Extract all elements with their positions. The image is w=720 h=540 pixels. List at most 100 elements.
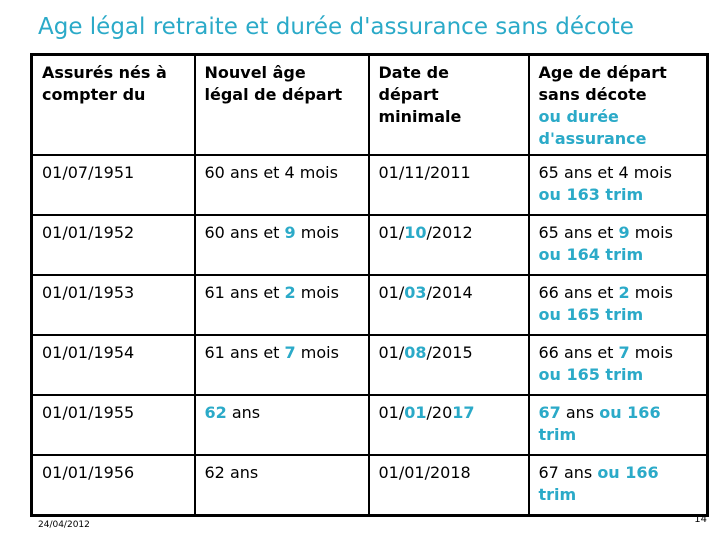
- text-segment: 01: [404, 403, 427, 422]
- text-segment: 01/: [378, 283, 405, 302]
- text-segment: 10: [404, 223, 427, 242]
- table-cell: 62 ans: [193, 394, 370, 456]
- table-row: 01/07/1951 60 ans et 4 mois 01/11/2011 65 a…: [30, 154, 709, 216]
- text-segment: ou 166: [597, 463, 659, 482]
- page-title: Age légal retraite et durée d'assurance …: [38, 14, 634, 40]
- text-segment: trim: [538, 425, 577, 444]
- text-segment: Age de départ: [538, 63, 667, 82]
- text-segment: Assurés nés à: [42, 63, 167, 82]
- text-segment: /2015: [426, 343, 473, 362]
- table-cell: 01/07/1951: [30, 154, 196, 216]
- table-row: 01/01/1955 62 ans 01/01/2017 67 ans ou 166 t…: [30, 394, 709, 456]
- text-segment: 17: [452, 403, 475, 422]
- table-cell: 01/01/1952: [30, 214, 196, 276]
- text-segment: 01/: [378, 343, 405, 362]
- table-row: 01/01/1954 61 ans et 7 mois 01/08/2015 66 a…: [30, 334, 709, 396]
- table-cell: 01/01/1954: [30, 334, 196, 396]
- text-segment: ou 163 trim: [538, 185, 644, 204]
- text-segment: ans: [226, 403, 261, 422]
- text-segment: ou durée: [538, 107, 619, 126]
- table-cell: 01/08/2015: [367, 334, 530, 396]
- text-segment: 66 ans et: [538, 343, 619, 362]
- text-segment: 01/01/1953: [42, 283, 135, 302]
- text-segment: 01/: [378, 403, 405, 422]
- text-segment: ou 164 trim: [538, 245, 644, 264]
- text-segment: Nouvel âge: [204, 63, 306, 82]
- text-segment: mois: [295, 283, 339, 302]
- text-segment: 01/11/2011: [378, 163, 471, 182]
- footer-date: 24/04/2012: [38, 520, 90, 530]
- text-segment: mois: [295, 223, 339, 242]
- text-segment: sans décote: [538, 85, 647, 104]
- table-cell: 67 ans ou 166 trim: [527, 454, 709, 516]
- table-body: 01/07/1951 60 ans et 4 mois 01/11/2011 65 a…: [30, 154, 709, 516]
- table-cell: 61 ans et 7 mois: [193, 334, 370, 396]
- table-row: 01/01/1956 62 ans 01/01/2018 67 ans ou 166 t…: [30, 454, 709, 516]
- text-segment: 60 ans et 4 mois: [204, 163, 338, 182]
- text-segment: 01/: [378, 223, 405, 242]
- text-segment: 66 ans et: [538, 283, 619, 302]
- text-segment: 7: [618, 343, 630, 362]
- header-cell: Assurés nés à compter du: [30, 53, 196, 156]
- text-segment: 2: [284, 283, 296, 302]
- text-segment: trim: [538, 485, 577, 504]
- text-segment: minimale: [378, 107, 462, 126]
- text-segment: légal de départ: [204, 85, 343, 104]
- table-cell: 01/01/1955: [30, 394, 196, 456]
- text-segment: 01/07/1951: [42, 163, 135, 182]
- table-cell: 65 ans et 4 mois ou 163 trim: [527, 154, 709, 216]
- text-segment: ou 165 trim: [538, 365, 644, 384]
- text-segment: ou 165 trim: [538, 305, 644, 324]
- text-segment: 67: [538, 403, 561, 422]
- table-cell: 61 ans et 2 mois: [193, 274, 370, 336]
- table-cell: 60 ans et 4 mois: [193, 154, 370, 216]
- text-segment: 08: [404, 343, 427, 362]
- text-segment: 65 ans et: [538, 223, 619, 242]
- table-cell: 01/10/2012: [367, 214, 530, 276]
- text-segment: /2012: [426, 223, 473, 242]
- text-segment: Date de: [378, 63, 449, 82]
- table-cell: 01/01/2017: [367, 394, 530, 456]
- text-segment: 01/01/1955: [42, 403, 135, 422]
- table-cell: 01/01/1956: [30, 454, 196, 516]
- text-segment: 9: [284, 223, 296, 242]
- text-segment: mois: [295, 343, 339, 362]
- table-cell: 60 ans et 9 mois: [193, 214, 370, 276]
- text-segment: départ: [378, 85, 439, 104]
- header-cell: Age de départ sans décote ou durée d'assura…: [527, 53, 709, 156]
- text-segment: /20: [426, 403, 453, 422]
- text-segment: mois: [629, 343, 673, 362]
- table-cell: 01/03/2014: [367, 274, 530, 336]
- text-segment: 62 ans: [204, 463, 259, 482]
- table-cell: 66 ans et 7 mois ou 165 trim: [527, 334, 709, 396]
- text-segment: /2014: [426, 283, 473, 302]
- text-segment: compter du: [42, 85, 146, 104]
- table-cell: 67 ans ou 166 trim: [527, 394, 709, 456]
- table-cell: 01/01/2018: [367, 454, 530, 516]
- table-cell: 65 ans et 9 mois ou 164 trim: [527, 214, 709, 276]
- text-segment: d'assurance: [538, 129, 647, 148]
- text-segment: mois: [629, 283, 673, 302]
- text-segment: 01/01/1956: [42, 463, 135, 482]
- page-number: 14: [694, 514, 707, 525]
- text-segment: 60 ans et: [204, 223, 285, 242]
- text-segment: 01/01/2018: [378, 463, 471, 482]
- text-segment: 62: [204, 403, 227, 422]
- text-segment: 65 ans et 4 mois: [538, 163, 672, 182]
- header-cell: Date de départ minimale: [367, 53, 530, 156]
- table-cell: 62 ans: [193, 454, 370, 516]
- text-segment: 01/01/1954: [42, 343, 135, 362]
- text-segment: 67 ans: [538, 463, 598, 482]
- text-segment: mois: [629, 223, 673, 242]
- text-segment: 9: [618, 223, 630, 242]
- table-row: 01/01/1953 61 ans et 2 mois 01/03/2014 66 a…: [30, 274, 709, 336]
- text-segment: ans: [560, 403, 600, 422]
- table-cell: 01/11/2011: [367, 154, 530, 216]
- text-segment: 7: [284, 343, 296, 362]
- table-cell: 66 ans et 2 mois ou 165 trim: [527, 274, 709, 336]
- text-segment: 01/01/1952: [42, 223, 135, 242]
- header-cell: Nouvel âge légal de départ: [193, 53, 370, 156]
- text-segment: ou 166: [599, 403, 661, 422]
- retirement-table: Assurés nés à compter du Nouvel âge légal d…: [30, 53, 709, 517]
- text-segment: 2: [618, 283, 630, 302]
